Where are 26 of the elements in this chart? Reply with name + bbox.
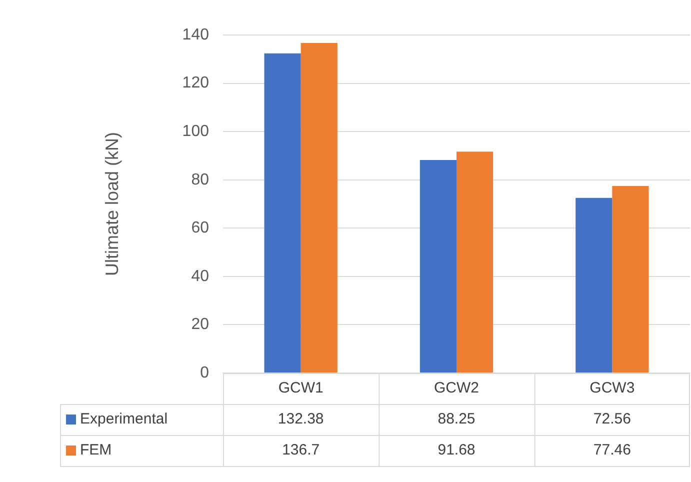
data-label: 132.38 [278,410,324,428]
y-tick-label: 80 [191,171,210,188]
y-tick-label: 60 [191,220,210,237]
legend-label: Experimental [80,410,168,428]
y-axis-title: Ultimate load (kN) [102,132,122,276]
y-tick-label: 100 [182,122,210,140]
x-tick-label: GCW1 [278,380,324,397]
data-label: 72.56 [593,410,631,428]
bar [576,198,612,372]
y-tick-label: 40 [191,268,210,285]
y-tick-label: 140 [182,26,210,44]
data-label: 77.46 [593,442,631,459]
legend-label: FEM [80,442,112,459]
data-label: 136.7 [282,442,320,459]
bar [456,152,494,372]
y-tick-label: 20 [191,316,210,334]
y-tick-label: 0 [200,364,210,382]
x-tick-label: GCW2 [434,380,479,397]
y-tick-label: 120 [182,74,210,92]
x-tick-label: GCW3 [590,380,635,397]
data-label: 91.68 [438,442,476,459]
bar [300,42,338,372]
bar [612,186,649,372]
data-label: 88.25 [438,410,476,428]
bar [420,160,456,372]
bar [264,53,301,372]
